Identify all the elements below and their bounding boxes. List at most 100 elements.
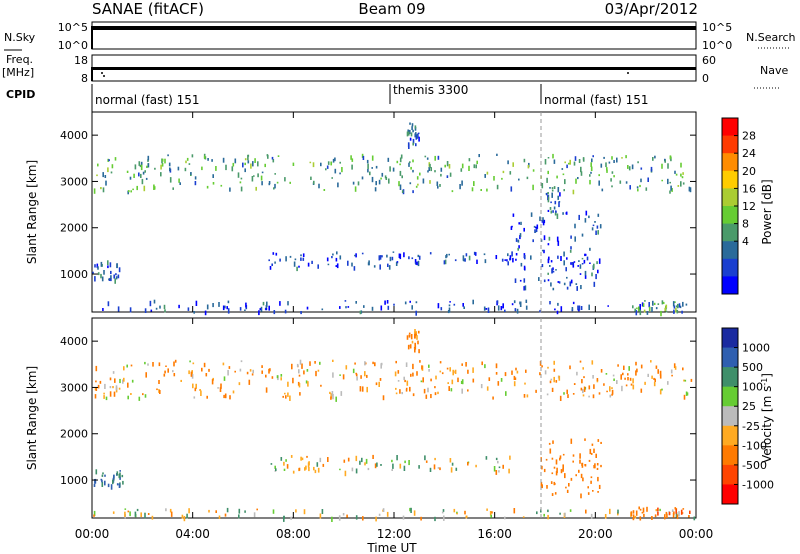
echo-cell bbox=[409, 386, 411, 392]
echo-cell bbox=[433, 464, 436, 470]
power-y-axis: 1000 2000 3000 4000 bbox=[60, 129, 696, 281]
echo-cell bbox=[161, 162, 164, 167]
echo-cell bbox=[550, 481, 553, 484]
echo-cell bbox=[547, 509, 549, 513]
echo-cell bbox=[590, 513, 593, 519]
echo-cell bbox=[420, 380, 423, 383]
echo-cell bbox=[238, 514, 240, 519]
echo-cell bbox=[635, 510, 638, 516]
echo-cell bbox=[342, 513, 345, 516]
echo-cell bbox=[475, 464, 477, 468]
echo-cell bbox=[272, 509, 275, 514]
echo-cell bbox=[228, 366, 231, 369]
echo-cell bbox=[600, 464, 602, 468]
echo-cell bbox=[441, 372, 444, 375]
echo-cell bbox=[141, 178, 144, 185]
echo-cell bbox=[507, 253, 509, 257]
echo-cell bbox=[144, 394, 147, 398]
echo-cell bbox=[661, 179, 663, 182]
echo-cell bbox=[495, 372, 498, 375]
title-center: Beam 09 bbox=[358, 0, 425, 18]
echo-cell bbox=[463, 306, 465, 309]
echo-cell bbox=[671, 188, 673, 192]
echo-cell bbox=[112, 511, 115, 514]
echo-cell bbox=[276, 181, 279, 184]
echo-cell bbox=[429, 163, 431, 169]
echo-cell bbox=[576, 371, 578, 376]
echo-cell bbox=[665, 511, 668, 515]
echo-cell bbox=[587, 492, 590, 495]
echo-cell bbox=[545, 458, 548, 461]
echo-cell bbox=[675, 307, 677, 313]
echo-cell bbox=[330, 393, 332, 399]
echo-cell bbox=[244, 168, 246, 173]
echo-cell bbox=[93, 510, 96, 516]
echo-cell bbox=[671, 374, 673, 377]
echo-cell bbox=[565, 486, 567, 489]
echo-cell bbox=[627, 373, 629, 376]
echo-cell bbox=[504, 309, 506, 312]
echo-cell bbox=[424, 455, 426, 461]
echo-cell bbox=[257, 173, 259, 178]
echo-cell bbox=[632, 517, 635, 521]
echo-cell bbox=[212, 303, 214, 308]
echo-cell bbox=[575, 474, 577, 477]
echo-cell bbox=[173, 373, 176, 377]
echo-cell bbox=[485, 456, 488, 460]
echo-cell bbox=[566, 389, 568, 395]
echo-cell bbox=[338, 515, 341, 521]
echo-cell bbox=[434, 155, 436, 161]
echo-cell bbox=[568, 483, 570, 487]
echo-cell bbox=[94, 276, 96, 282]
echo-cell bbox=[301, 457, 304, 461]
echo-cell bbox=[418, 136, 420, 142]
echo-cell bbox=[449, 367, 451, 372]
echo-cell bbox=[682, 301, 684, 307]
echo-cell bbox=[612, 374, 615, 377]
echo-cell bbox=[200, 390, 202, 396]
y-tick-label: 2000 bbox=[60, 428, 88, 441]
echo-cell bbox=[584, 253, 587, 256]
echo-cell bbox=[298, 383, 301, 388]
echo-cell bbox=[635, 310, 638, 316]
echo-cell bbox=[380, 363, 382, 369]
echo-cell bbox=[277, 155, 280, 157]
echo-cell bbox=[407, 142, 410, 148]
echo-cell bbox=[112, 386, 114, 389]
echo-cell bbox=[551, 493, 554, 496]
echo-cell bbox=[683, 379, 685, 382]
echo-cell bbox=[675, 512, 678, 518]
echo-cell bbox=[590, 171, 592, 174]
echo-cell bbox=[541, 249, 544, 252]
echo-cell bbox=[140, 512, 142, 517]
echo-cell bbox=[425, 460, 428, 463]
echo-cell bbox=[386, 254, 388, 258]
echo-cell bbox=[323, 189, 326, 191]
colorbar-tick-label: -500 bbox=[742, 459, 767, 472]
echo-cell bbox=[282, 395, 284, 398]
echo-cell bbox=[628, 366, 630, 371]
echo-cell bbox=[375, 165, 378, 169]
echo-cell bbox=[553, 376, 555, 383]
echo-cell bbox=[662, 301, 665, 304]
echo-cell bbox=[660, 310, 662, 317]
echo-cell bbox=[191, 374, 194, 379]
echo-cell bbox=[630, 383, 633, 386]
echo-cell bbox=[637, 188, 639, 192]
echo-cell bbox=[451, 190, 454, 193]
echo-cell bbox=[102, 472, 104, 475]
echo-cell bbox=[574, 236, 576, 242]
echo-cell bbox=[422, 178, 425, 184]
echo-cell bbox=[505, 391, 507, 396]
echo-cell bbox=[483, 306, 486, 311]
y-tick-label: 1000 bbox=[60, 474, 88, 487]
echo-cell bbox=[509, 255, 512, 260]
echo-cell bbox=[296, 363, 299, 367]
echo-cell bbox=[351, 158, 354, 162]
echo-cell bbox=[97, 384, 100, 389]
echo-cell bbox=[100, 273, 102, 279]
echo-cell bbox=[632, 378, 634, 384]
echo-cell bbox=[366, 374, 368, 378]
echo-cell bbox=[543, 513, 545, 517]
echo-cell bbox=[253, 175, 255, 177]
